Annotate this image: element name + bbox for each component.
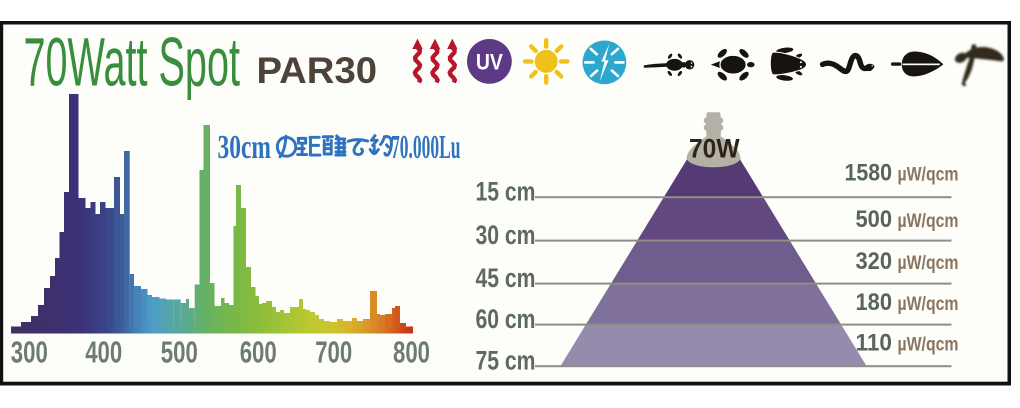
svg-text:30 cm: 30 cm [476,220,536,250]
svg-text:µW/qcm: µW/qcm [898,294,959,315]
svg-text:70.000Lu: 70.000Lu [391,129,461,166]
svg-text:300: 300 [11,335,48,370]
svg-text:500: 500 [161,335,198,370]
svg-text:70W: 70W [689,133,740,163]
svg-text:75 cm: 75 cm [476,346,536,376]
svg-text:700: 700 [315,335,352,370]
svg-text:600: 600 [240,335,277,370]
svg-text:60 cm: 60 cm [476,304,536,334]
svg-text:500: 500 [856,206,893,233]
svg-text:PAR30: PAR30 [257,50,378,91]
svg-text:320: 320 [856,248,893,275]
svg-text:µW/qcm: µW/qcm [898,211,959,232]
svg-text:µW/qcm: µW/qcm [898,253,959,274]
svg-text:µW/qcm: µW/qcm [898,165,959,186]
svg-text:180: 180 [856,289,893,316]
svg-text:30cm: 30cm [218,129,272,166]
svg-text:15 cm: 15 cm [476,177,536,207]
svg-text:45 cm: 45 cm [476,263,536,293]
svg-text:110: 110 [856,330,893,357]
svg-text:1580: 1580 [845,160,893,187]
svg-text:70Watt Spot: 70Watt Spot [24,24,241,101]
svg-text:800: 800 [393,335,430,370]
svg-text:400: 400 [85,335,122,370]
svg-text:µW/qcm: µW/qcm [898,335,959,356]
svg-text:UV: UV [476,50,503,75]
